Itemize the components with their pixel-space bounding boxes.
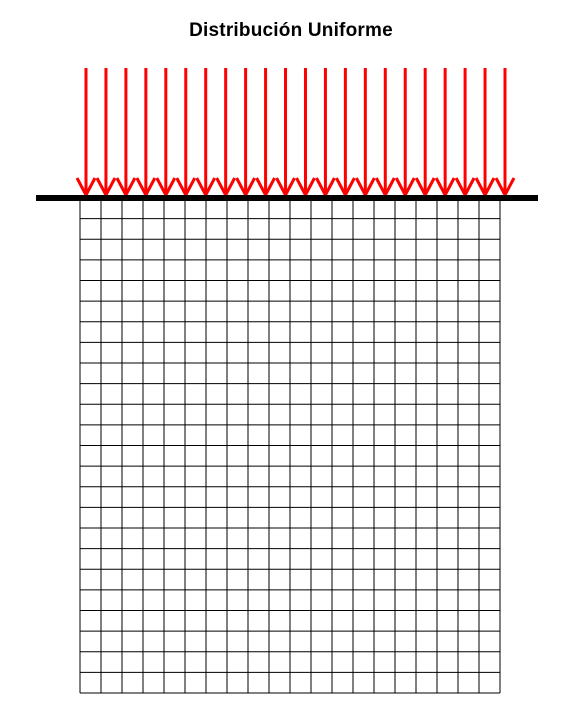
diagram-title: Distribución Uniforme — [189, 20, 393, 41]
load-arrow — [315, 68, 336, 199]
load-arrow — [115, 68, 137, 199]
load-arrows-group — [75, 68, 516, 199]
load-arrow — [175, 68, 197, 199]
load-arrow — [394, 68, 416, 199]
load-arrow — [135, 68, 157, 199]
load-arrow — [434, 68, 456, 199]
load-arrow — [355, 68, 376, 199]
load-arrow — [195, 68, 217, 199]
soil-grid — [79, 197, 501, 694]
load-arrow — [454, 68, 476, 199]
load-arrow — [235, 68, 256, 199]
load-arrow — [374, 68, 396, 199]
load-arrow — [75, 68, 97, 199]
load-arrow — [275, 68, 296, 199]
load-arrow — [494, 68, 516, 199]
load-arrow — [155, 68, 177, 199]
load-arrow — [95, 68, 117, 199]
load-arrow — [474, 68, 496, 199]
load-arrow — [414, 68, 436, 199]
load-arrow — [215, 68, 236, 199]
load-arrow — [335, 68, 356, 199]
load-arrow — [255, 68, 276, 199]
load-arrow — [295, 68, 316, 199]
